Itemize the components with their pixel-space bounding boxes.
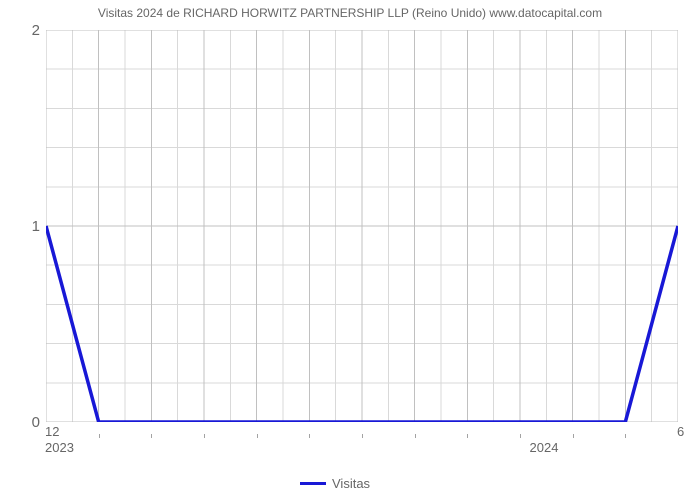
x-tick-mark bbox=[467, 434, 468, 438]
x-tick-mark bbox=[151, 434, 152, 438]
x-year-label: 2023 bbox=[45, 440, 74, 455]
x-tick-mark bbox=[204, 434, 205, 438]
x-tick-mark bbox=[520, 434, 521, 438]
y-tick-label: 2 bbox=[10, 22, 40, 39]
y-tick-label: 0 bbox=[10, 414, 40, 431]
x-tick-label: 12 bbox=[45, 424, 59, 439]
x-tick-mark bbox=[415, 434, 416, 438]
x-tick-mark bbox=[573, 434, 574, 438]
chart-title: Visitas 2024 de RICHARD HORWITZ PARTNERS… bbox=[0, 6, 700, 20]
plot-svg bbox=[46, 30, 678, 422]
plot-area bbox=[46, 30, 678, 422]
legend-swatch bbox=[300, 482, 326, 485]
chart-container: Visitas 2024 de RICHARD HORWITZ PARTNERS… bbox=[0, 0, 700, 500]
x-tick-mark bbox=[99, 434, 100, 438]
x-tick-mark bbox=[625, 434, 626, 438]
x-year-label: 2024 bbox=[530, 440, 559, 455]
y-tick-label: 1 bbox=[10, 218, 40, 235]
legend: Visitas bbox=[300, 476, 370, 491]
x-tick-mark bbox=[257, 434, 258, 438]
x-tick-mark bbox=[309, 434, 310, 438]
x-tick-mark bbox=[362, 434, 363, 438]
legend-label: Visitas bbox=[332, 476, 370, 491]
x-tick-label: 6 bbox=[677, 424, 684, 439]
